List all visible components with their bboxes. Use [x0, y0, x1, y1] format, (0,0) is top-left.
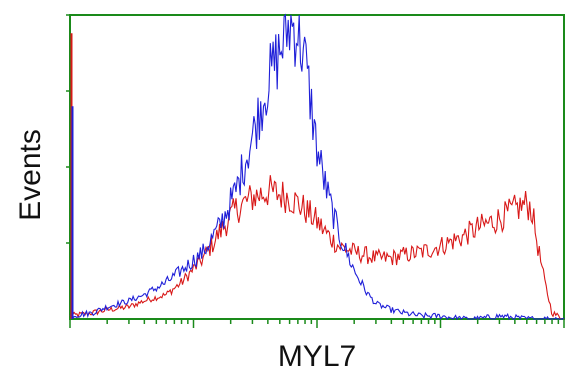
plot-frame — [69, 14, 565, 320]
blue-histogram-series — [69, 13, 565, 321]
x-axis-label: MYL7 — [278, 340, 356, 373]
axis-ticks — [66, 14, 565, 328]
red-histogram-series — [69, 175, 565, 320]
series-layer — [69, 13, 565, 321]
y-axis-label: Events — [14, 129, 47, 221]
